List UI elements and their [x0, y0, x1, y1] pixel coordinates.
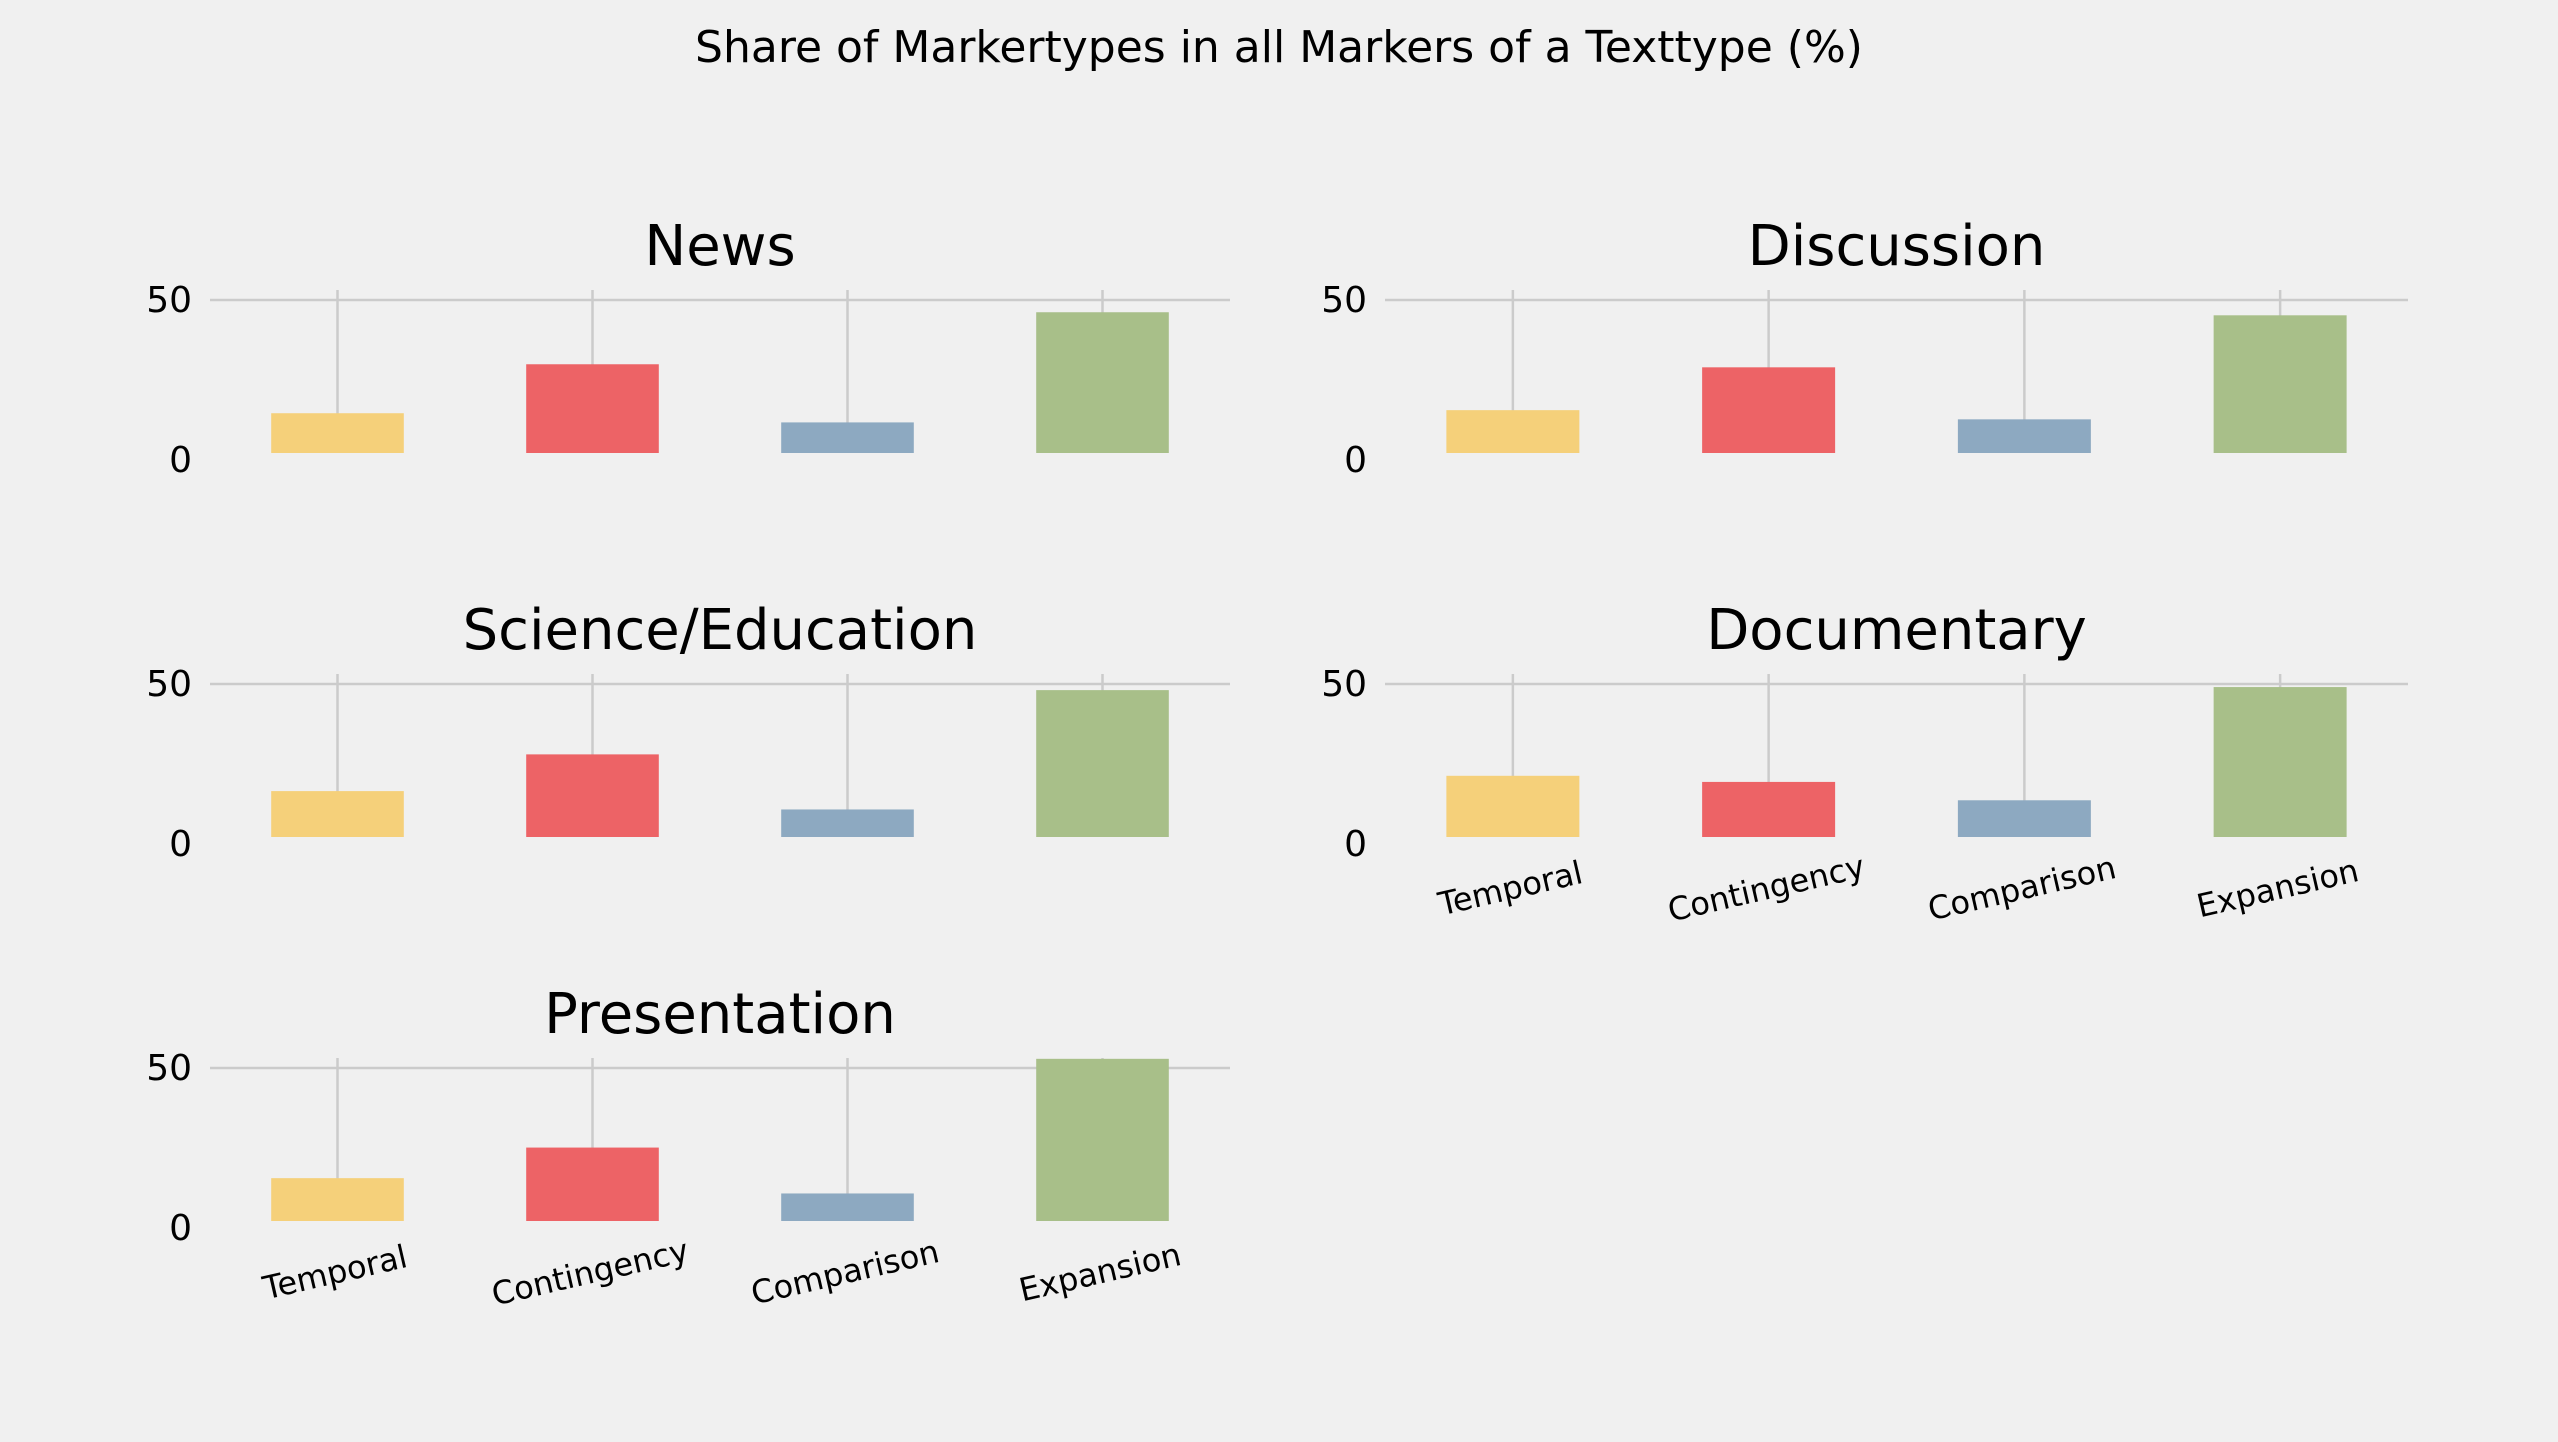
y-tick-label: 0 [169, 1208, 192, 1249]
panel-title: News [644, 214, 795, 279]
y-tick-label: 50 [1321, 280, 1367, 321]
x-tick-label: Temporal [1434, 853, 1586, 923]
x-tick-label: Comparison [1924, 848, 2119, 928]
bar-expansion [2213, 315, 2347, 453]
bar-contingency [1702, 367, 1836, 453]
bar-comparison [1957, 800, 2091, 837]
panel-1: 0 50 Discussion [1321, 214, 2408, 481]
x-tick-label: Expansion [1015, 1235, 1184, 1309]
panel-2: 0 50 Science/Education [146, 598, 1230, 865]
bar-expansion [1036, 312, 1169, 453]
panel-4: 0 50 Presentation Temporal Contingency Compar… [146, 982, 1230, 1313]
x-tick-label: Temporal [258, 1237, 410, 1307]
x-tick-label: Contingency [1664, 847, 1868, 929]
bar-contingency [526, 754, 659, 837]
bar-temporal [1446, 775, 1580, 837]
bar-contingency [526, 364, 659, 453]
bar-temporal [1446, 410, 1580, 453]
panel-title: Science/Education [463, 598, 978, 663]
bar-temporal [271, 1178, 404, 1221]
bar-expansion [1036, 690, 1169, 837]
bar-temporal [271, 791, 404, 837]
y-tick-label: 0 [169, 824, 192, 865]
y-tick-label: 50 [1321, 664, 1367, 705]
y-tick-label: 0 [1344, 440, 1367, 481]
panel-title: Documentary [1706, 598, 2087, 663]
panel-title: Presentation [544, 982, 896, 1047]
panel-0: 0 50 News [146, 214, 1230, 481]
panel-3: 0 50 Documentary Temporal Contingency Compari… [1321, 598, 2408, 929]
bar-expansion [1036, 1058, 1169, 1221]
bar-comparison [781, 809, 914, 837]
bar-contingency [526, 1147, 659, 1221]
bar-expansion [2213, 687, 2347, 837]
bar-comparison [781, 1193, 914, 1221]
bar-comparison [1957, 419, 2091, 453]
y-tick-label: 50 [146, 280, 192, 321]
y-tick-label: 0 [169, 440, 192, 481]
panels: 0 50 News 0 50 Discussion 0 50 Science/Education… [146, 214, 2408, 1313]
panel-title: Discussion [1748, 214, 2046, 279]
y-tick-label: 0 [1344, 824, 1367, 865]
y-tick-label: 50 [146, 1048, 192, 1089]
x-tick-label: Comparison [747, 1232, 942, 1312]
x-tick-label: Contingency [488, 1231, 692, 1313]
y-tick-label: 50 [146, 664, 192, 705]
chart-title: Share of Markertypes in all Markers of a… [695, 22, 1863, 73]
x-tick-label: Expansion [2193, 851, 2362, 925]
bar-temporal [271, 413, 404, 453]
bar-contingency [1702, 781, 1836, 837]
bar-comparison [781, 422, 914, 453]
